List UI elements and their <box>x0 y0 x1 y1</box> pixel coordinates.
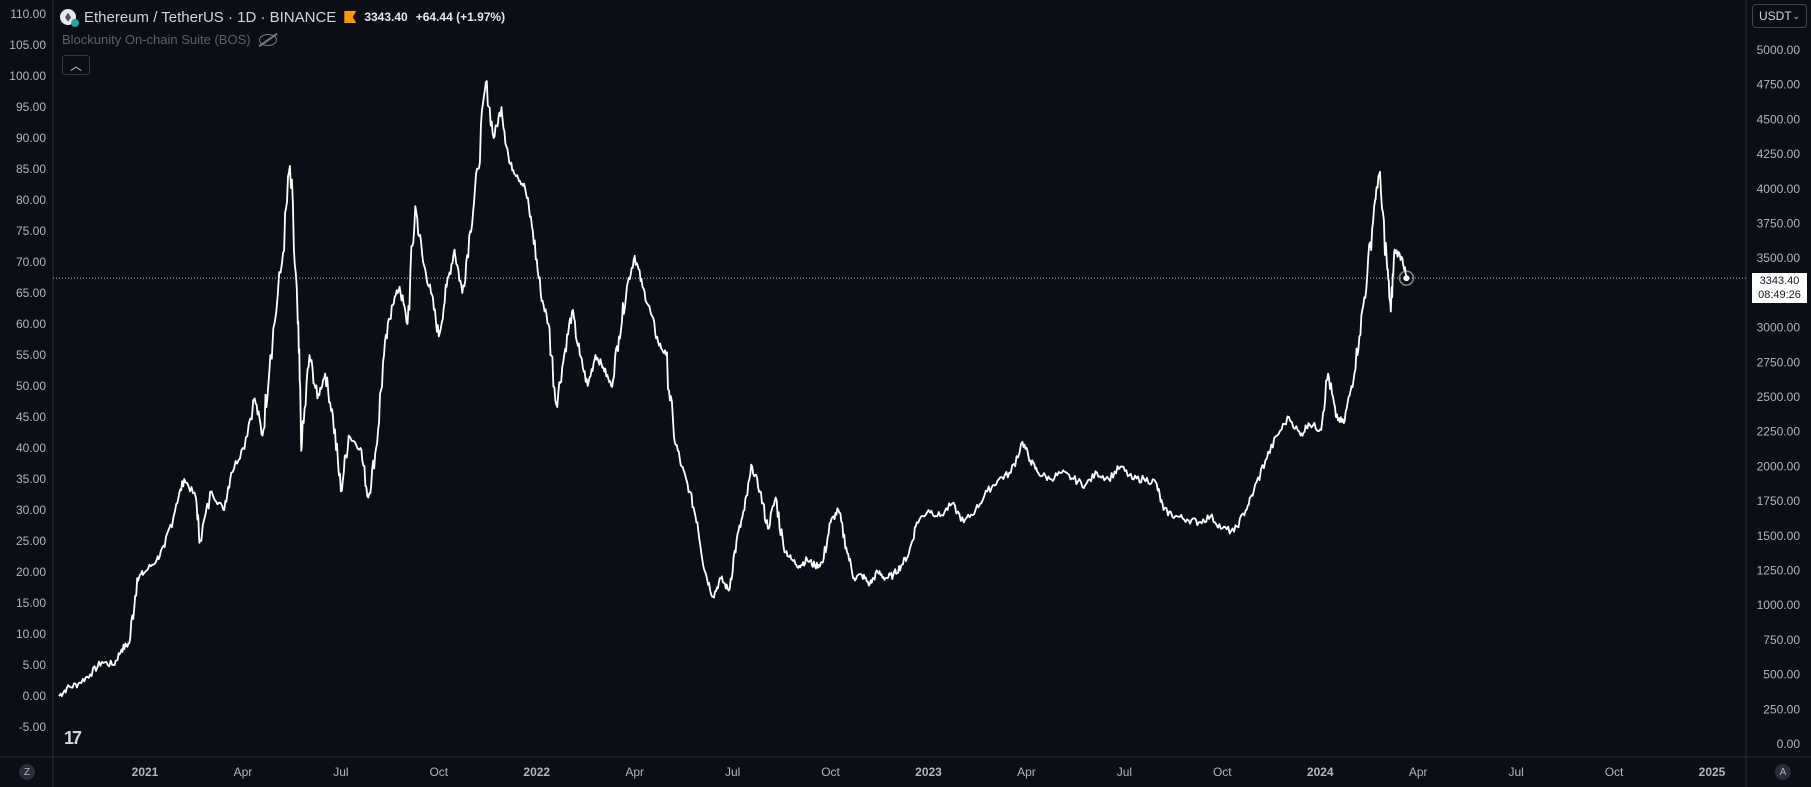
left-axis-tick-label: 75.00 <box>16 224 46 238</box>
left-axis-tick-label: 50.00 <box>16 379 46 393</box>
left-axis-tick-label: 15.00 <box>16 596 46 610</box>
right-axis-tick-label: 1500.00 <box>1757 529 1801 543</box>
time-axis-tick-label: Oct <box>429 765 448 779</box>
left-axis-tick-label: 10.00 <box>16 627 46 641</box>
left-axis-tick-label: 110.00 <box>10 7 46 21</box>
auto-scale-button[interactable]: A <box>1775 764 1791 780</box>
time-axis-tick-label: Apr <box>625 765 644 779</box>
indicator-name[interactable]: Blockunity On-chain Suite (BOS) <box>62 32 251 47</box>
eye-hidden-icon[interactable] <box>258 33 277 46</box>
time-axis-tick-label: Apr <box>1017 765 1036 779</box>
time-axis-tick-label: Apr <box>234 765 253 779</box>
left-axis-tick-label: 5.00 <box>23 658 47 672</box>
time-axis-tick-label: 2021 <box>132 765 159 779</box>
price-change: +64.44 (+1.97%) <box>415 10 506 24</box>
right-axis-tick-label: 1250.00 <box>1757 564 1801 578</box>
right-price-axis[interactable]: 5000.00 4750.00 4500.00 4250.00 4000.00 3750.… <box>1757 43 1801 751</box>
right-axis-tick-label: 4500.00 <box>1757 112 1801 126</box>
left-axis-tick-label: 30.00 <box>16 503 46 517</box>
right-axis-tick-label: 4000.00 <box>1757 182 1801 196</box>
symbol-header: Ethereum / TetherUS · 1D · BINANCE 3343.… <box>60 6 505 28</box>
time-axis-tick-label: Jul <box>1508 765 1523 779</box>
left-axis-tick-label: 80.00 <box>16 193 46 207</box>
time-axis-tick-label: 2022 <box>523 765 550 779</box>
time-axis-tick-label: Apr <box>1409 765 1428 779</box>
right-axis-tick-label: 3500.00 <box>1757 251 1801 265</box>
left-axis-tick-label: 45.00 <box>16 410 46 424</box>
right-axis-tick-label: 500.00 <box>1763 668 1800 682</box>
time-axis-tick-label: Jul <box>333 765 348 779</box>
chevron-down-icon: ⌄ <box>1792 10 1800 21</box>
right-axis-tick-label: 1750.00 <box>1757 494 1801 508</box>
right-axis-tick-label: 0.00 <box>1777 737 1801 751</box>
price-axis-label: 3343.40 08:49:26 <box>1752 273 1807 303</box>
right-axis-tick-label: 5000.00 <box>1757 43 1801 57</box>
left-axis-tick-label: 100.00 <box>9 69 46 83</box>
price-label-value: 3343.40 <box>1759 275 1800 287</box>
time-axis-tick-label: Oct <box>821 765 840 779</box>
left-axis-tick-label: 20.00 <box>16 565 46 579</box>
right-axis-tick-label: 4250.00 <box>1757 147 1801 161</box>
time-axis[interactable]: 2021 Apr Jul Oct 2022 Apr Jul Oct 2023 Apr Jul Oct 2… <box>132 765 1726 779</box>
last-price-marker <box>1398 270 1415 286</box>
currency-label: USDT <box>1759 9 1792 23</box>
last-price-value: 3343.40 <box>364 10 408 24</box>
time-axis-tick-label: 2024 <box>1307 765 1334 779</box>
left-axis-tick-label: 85.00 <box>16 162 46 176</box>
series-line <box>58 80 1408 697</box>
time-axis-tick-label: 2023 <box>915 765 942 779</box>
time-axis-tick-label: Jul <box>725 765 740 779</box>
a-label: A <box>1779 766 1787 778</box>
time-axis-tick-label: 2025 <box>1699 765 1726 779</box>
right-axis-tick-label: 1000.00 <box>1757 598 1801 612</box>
right-axis-tick-label: 750.00 <box>1763 633 1800 647</box>
left-axis-tick-label: 55.00 <box>16 348 46 362</box>
flag-icon[interactable] <box>344 11 357 23</box>
right-axis-tick-label: 2000.00 <box>1757 459 1801 473</box>
right-axis-tick-label: 2750.00 <box>1757 355 1801 369</box>
tradingview-logo-icon[interactable]: 17 <box>64 728 82 748</box>
left-axis-tick-label: 90.00 <box>16 131 46 145</box>
left-axis-tick-label: 95.00 <box>16 100 46 114</box>
left-price-axis[interactable]: 110.00 105.00 100.00 95.00 90.00 85.00 80.00 75… <box>9 7 46 734</box>
left-axis-tick-label: 35.00 <box>16 472 46 486</box>
marker-ring <box>1398 270 1415 286</box>
indicator-legend: Blockunity On-chain Suite (BOS) <box>62 32 277 47</box>
z-label: Z <box>23 766 31 778</box>
ethereum-icon <box>60 9 79 27</box>
time-axis-tick-label: Jul <box>1117 765 1132 779</box>
right-axis-tick-label: 4750.00 <box>1757 78 1801 92</box>
time-axis-tick-label: Oct <box>1213 765 1232 779</box>
right-axis-tick-label: 250.00 <box>1763 702 1800 716</box>
left-axis-tick-label: 0.00 <box>23 689 47 703</box>
symbol-title[interactable]: Ethereum / TetherUS · 1D · BINANCE <box>84 8 337 26</box>
chevron-up-icon: ︿ <box>69 58 82 73</box>
left-axis-tick-label: 25.00 <box>16 534 46 548</box>
price-label-countdown: 08:49:26 <box>1758 289 1801 301</box>
collapse-legend-button[interactable]: ︿ <box>62 55 90 75</box>
left-axis-tick-label: -5.00 <box>19 720 47 734</box>
right-axis-tick-label: 3750.00 <box>1757 217 1801 231</box>
left-axis-tick-label: 105.00 <box>9 38 46 52</box>
left-axis-tick-label: 70.00 <box>16 255 46 269</box>
right-axis-tick-label: 2250.00 <box>1757 425 1801 439</box>
left-axis-tick-label: 60.00 <box>16 317 46 331</box>
right-axis-tick-label: 2500.00 <box>1757 390 1801 404</box>
time-axis-tick-label: Oct <box>1605 765 1624 779</box>
right-axis-tick-label: 3000.00 <box>1757 321 1801 335</box>
currency-selector[interactable]: USDT ⌄ <box>1752 4 1807 28</box>
left-axis-tick-label: 65.00 <box>16 286 46 300</box>
left-axis-tick-label: 40.00 <box>16 441 46 455</box>
marker-dot <box>1403 275 1410 282</box>
log-scale-button[interactable]: Z <box>19 764 35 780</box>
